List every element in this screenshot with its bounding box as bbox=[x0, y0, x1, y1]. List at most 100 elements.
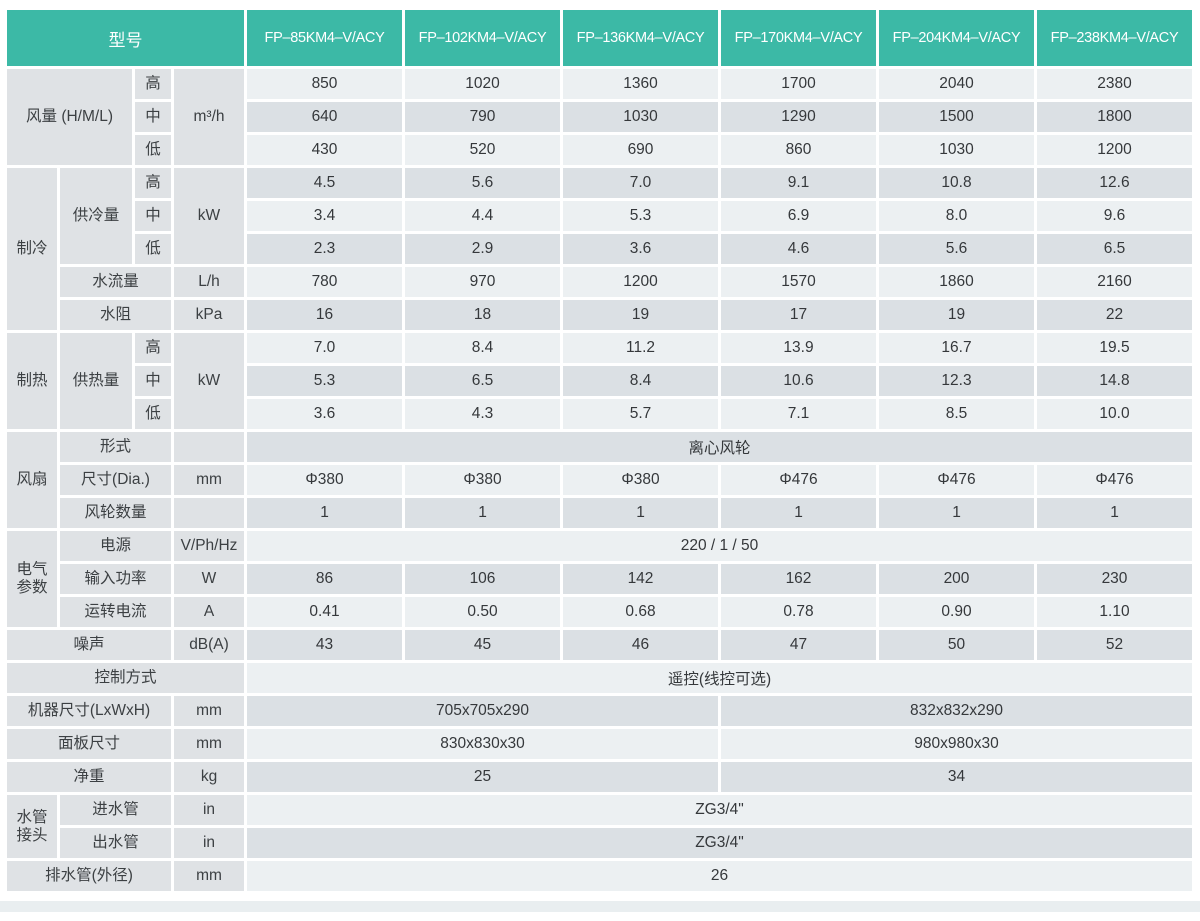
heating-mid-row: 中 5.3 6.5 8.4 10.6 12.3 14.8 bbox=[7, 366, 1192, 396]
value-cell: Φ476 bbox=[1037, 465, 1192, 495]
level-label-mid: 中 bbox=[135, 201, 171, 231]
net-weight-large: 34 bbox=[721, 762, 1192, 792]
airflow-high-row: 风量 (H/M/L) 高 m³/h 850 1020 1360 1700 204… bbox=[7, 69, 1192, 165]
value-cell: 7.0 bbox=[247, 333, 402, 363]
table-header-row: 型号 FP–85KM4–V/ACY FP–102KM4–V/ACY FP–136… bbox=[7, 10, 1192, 66]
value-cell: Φ380 bbox=[405, 465, 560, 495]
cooling-mid-row: 中 3.4 4.4 5.3 6.9 8.0 9.6 bbox=[7, 201, 1192, 231]
value-cell: 1290 bbox=[721, 102, 876, 132]
power-supply-row: 电气 参数 电源 V/Ph/Hz 220 / 1 / 50 bbox=[7, 531, 1192, 627]
outlet-pipe-unit: in bbox=[174, 828, 244, 858]
value-cell: 1 bbox=[405, 498, 560, 528]
value-cell: 4.6 bbox=[721, 234, 876, 264]
value-cell: 520 bbox=[405, 135, 560, 165]
value-cell: 1860 bbox=[879, 267, 1034, 297]
water-flow-unit: L/h bbox=[174, 267, 244, 297]
drain-pipe-row: 排水管(外径) mm 26 bbox=[7, 861, 1192, 891]
value-cell: 430 bbox=[247, 135, 402, 165]
cooling-low-row: 低 2.3 2.9 3.6 4.6 5.6 6.5 bbox=[7, 234, 1192, 264]
value-cell: 1570 bbox=[721, 267, 876, 297]
value-cell: 1500 bbox=[879, 102, 1034, 132]
outlet-pipe-row: 出水管 in ZG3/4" bbox=[7, 828, 1192, 858]
airflow-low-row: 低 430 520 690 860 1030 1200 bbox=[7, 135, 1192, 165]
outlet-pipe-value: ZG3/4" bbox=[247, 828, 1192, 858]
model-header: FP–136KM4–V/ACY bbox=[563, 10, 718, 66]
value-cell: 780 bbox=[247, 267, 402, 297]
value-cell: 2.9 bbox=[405, 234, 560, 264]
value-cell: Φ380 bbox=[563, 465, 718, 495]
level-label-high: 高 bbox=[135, 333, 171, 363]
value-cell: 46 bbox=[563, 630, 718, 660]
water-flow-label: 水流量 bbox=[60, 267, 171, 297]
value-cell: 1360 bbox=[563, 69, 718, 99]
value-cell: 1200 bbox=[563, 267, 718, 297]
outlet-pipe-label: 出水管 bbox=[60, 828, 171, 858]
value-cell: 6.9 bbox=[721, 201, 876, 231]
water-resistance-unit: kPa bbox=[174, 300, 244, 330]
fan-type-value: 离心风轮 bbox=[247, 432, 1192, 462]
noise-label: 噪声 bbox=[7, 630, 171, 660]
running-current-unit: A bbox=[174, 597, 244, 627]
fan-type-label: 形式 bbox=[60, 432, 171, 462]
drain-pipe-value: 26 bbox=[247, 861, 1192, 891]
heating-high-row: 制热 供热量 高 kW 7.0 8.4 11.2 13.9 16.7 19.5 bbox=[7, 333, 1192, 429]
value-cell: 850 bbox=[247, 69, 402, 99]
fan-wheel-count-label: 风轮数量 bbox=[60, 498, 171, 528]
value-cell: 1020 bbox=[405, 69, 560, 99]
water-resistance-row: 水阻 kPa 16 18 19 17 19 22 bbox=[7, 300, 1192, 330]
unit-dimensions-label: 机器尺寸(LxWxH) bbox=[7, 696, 171, 726]
value-cell: 5.7 bbox=[563, 399, 718, 429]
value-cell: Φ476 bbox=[721, 465, 876, 495]
power-supply-unit: V/Ph/Hz bbox=[174, 531, 244, 561]
water-resistance-label: 水阻 bbox=[60, 300, 171, 330]
net-weight-label: 净重 bbox=[7, 762, 171, 792]
value-cell: 1200 bbox=[1037, 135, 1192, 165]
inlet-pipe-unit: in bbox=[174, 795, 244, 825]
value-cell: 50 bbox=[879, 630, 1034, 660]
panel-dimensions-row: 面板尺寸 mm 830x830x30 980x980x30 bbox=[7, 729, 1192, 759]
water-flow-row: 水流量 L/h 780 970 1200 1570 1860 2160 bbox=[7, 267, 1192, 297]
level-label-mid: 中 bbox=[135, 366, 171, 396]
level-label-high: 高 bbox=[135, 69, 171, 99]
value-cell: 3.4 bbox=[247, 201, 402, 231]
value-cell: Φ476 bbox=[879, 465, 1034, 495]
value-cell: 16.7 bbox=[879, 333, 1034, 363]
unit-dimensions-row: 机器尺寸(LxWxH) mm 705x705x290 832x832x290 bbox=[7, 696, 1192, 726]
value-cell: 200 bbox=[879, 564, 1034, 594]
fan-type-row: 风扇 形式 离心风轮 bbox=[7, 432, 1192, 528]
value-cell: 5.3 bbox=[563, 201, 718, 231]
heating-capacity-unit: kW bbox=[174, 333, 244, 429]
value-cell: 4.4 bbox=[405, 201, 560, 231]
value-cell: 1 bbox=[879, 498, 1034, 528]
value-cell: 52 bbox=[1037, 630, 1192, 660]
value-cell: 19.5 bbox=[1037, 333, 1192, 363]
value-cell: 19 bbox=[563, 300, 718, 330]
value-cell: 43 bbox=[247, 630, 402, 660]
value-cell: 10.6 bbox=[721, 366, 876, 396]
value-cell: 7.1 bbox=[721, 399, 876, 429]
value-cell: 860 bbox=[721, 135, 876, 165]
running-current-label: 运转电流 bbox=[60, 597, 171, 627]
unit-dimensions-small: 705x705x290 bbox=[247, 696, 718, 726]
panel-dimensions-small: 830x830x30 bbox=[247, 729, 718, 759]
airflow-unit: m³/h bbox=[174, 69, 244, 165]
value-cell: 6.5 bbox=[1037, 234, 1192, 264]
fan-size-unit: mm bbox=[174, 465, 244, 495]
value-cell: 8.4 bbox=[405, 333, 560, 363]
drain-pipe-label: 排水管(外径) bbox=[7, 861, 171, 891]
value-cell: 1030 bbox=[879, 135, 1034, 165]
value-cell: 5.6 bbox=[405, 168, 560, 198]
panel-dimensions-unit: mm bbox=[174, 729, 244, 759]
panel-dimensions-label: 面板尺寸 bbox=[7, 729, 171, 759]
cooling-capacity-label: 供冷量 bbox=[60, 168, 132, 264]
model-header: FP–204KM4–V/ACY bbox=[879, 10, 1034, 66]
value-cell: 1.10 bbox=[1037, 597, 1192, 627]
value-cell: 10.8 bbox=[879, 168, 1034, 198]
panel-dimensions-large: 980x980x30 bbox=[721, 729, 1192, 759]
value-cell: 6.5 bbox=[405, 366, 560, 396]
value-cell: 18 bbox=[405, 300, 560, 330]
level-label-low: 低 bbox=[135, 234, 171, 264]
power-supply-value: 220 / 1 / 50 bbox=[247, 531, 1192, 561]
value-cell: 3.6 bbox=[247, 399, 402, 429]
control-label: 控制方式 bbox=[7, 663, 244, 693]
